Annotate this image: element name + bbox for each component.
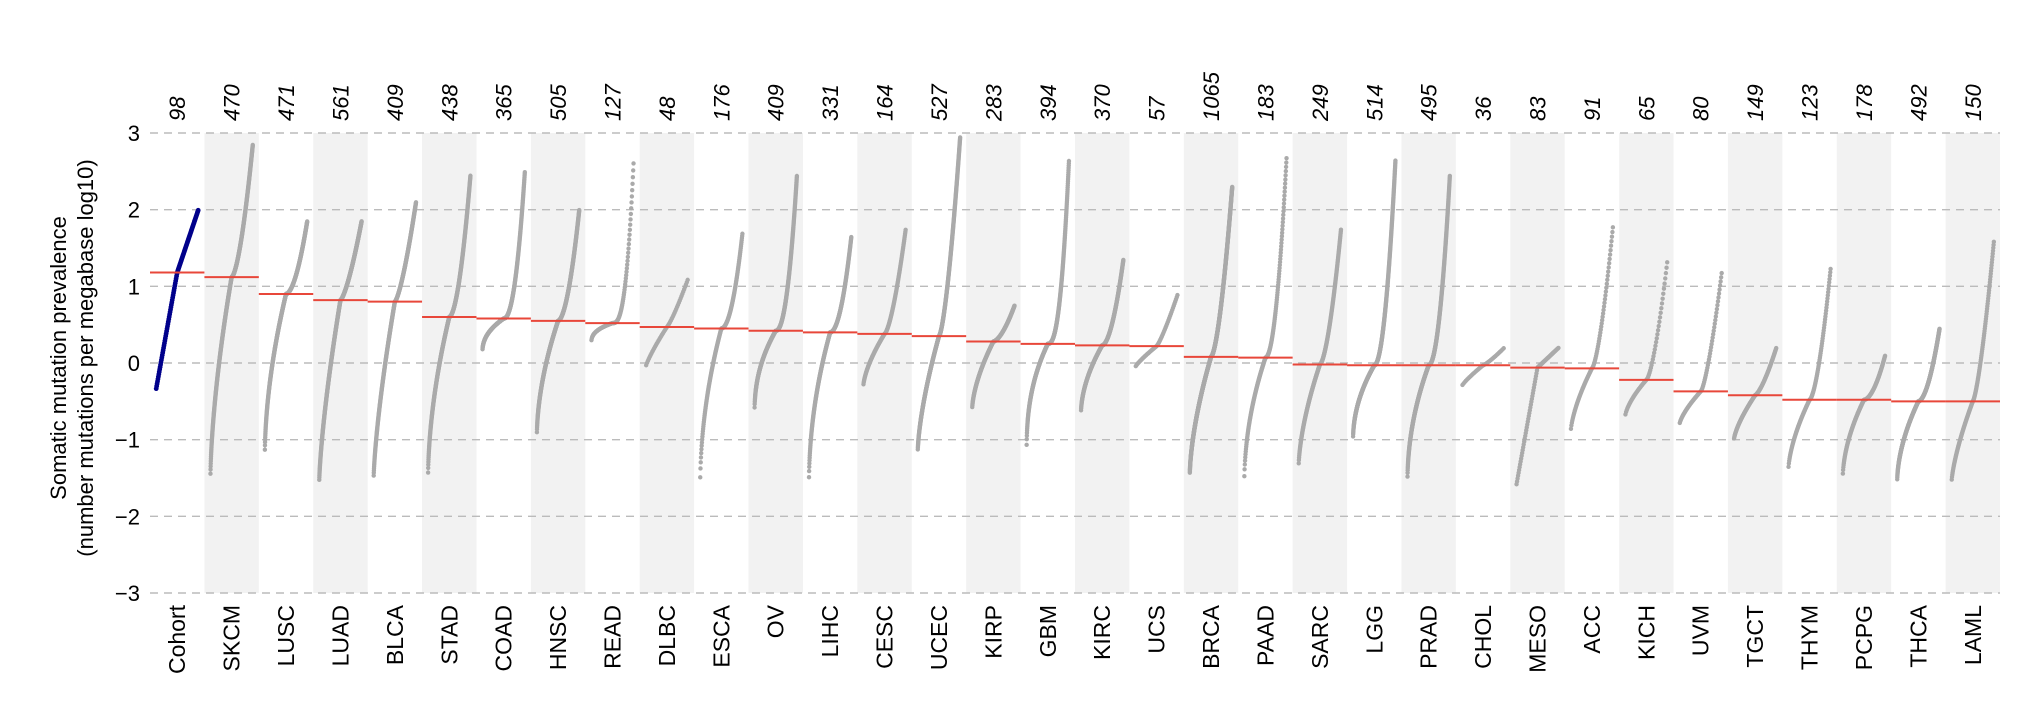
- point-hnsc: [577, 207, 582, 213]
- point-read: [627, 232, 632, 237]
- point-read: [628, 211, 634, 217]
- data-points: [153, 135, 1997, 487]
- point-coad: [522, 170, 528, 175]
- point-lusc: [262, 447, 268, 452]
- point-read: [627, 227, 633, 232]
- point-stad: [468, 173, 473, 178]
- point-lihc: [806, 475, 812, 480]
- point-dlbc: [685, 277, 690, 283]
- point-read: [625, 258, 630, 264]
- point-read: [627, 237, 632, 242]
- point-read: [631, 168, 636, 173]
- point-esca: [740, 231, 745, 236]
- point-read: [629, 206, 634, 211]
- point-read: [630, 175, 636, 180]
- point-stad: [425, 470, 431, 475]
- point-skcm: [208, 471, 213, 476]
- point-blca: [413, 200, 419, 205]
- point-esca: [698, 466, 703, 471]
- point-read: [629, 194, 635, 199]
- point-read: [630, 181, 635, 186]
- point-read: [630, 188, 635, 193]
- point-lihc: [806, 468, 812, 474]
- point-skcm: [208, 467, 213, 472]
- point-read: [625, 254, 631, 260]
- point-luad: [359, 219, 364, 224]
- point-esca: [699, 450, 704, 456]
- point-lihc: [849, 234, 854, 240]
- point-cohort: [195, 207, 201, 213]
- point-read: [628, 217, 633, 222]
- point-cesc: [903, 227, 908, 232]
- point-esca: [698, 460, 703, 465]
- point-esca: [698, 455, 704, 460]
- point-lusc: [262, 443, 268, 448]
- point-esca: [698, 475, 703, 480]
- point-read: [626, 250, 631, 256]
- point-read: [626, 246, 631, 251]
- point-ov: [794, 173, 800, 179]
- point-read: [624, 262, 630, 267]
- point-read: [631, 161, 636, 166]
- grid-lines: [150, 132, 2000, 594]
- point-read: [629, 200, 634, 205]
- point-read: [626, 241, 632, 247]
- point-lusc: [304, 219, 310, 224]
- point-skcm: [250, 142, 255, 148]
- point-read: [628, 222, 633, 227]
